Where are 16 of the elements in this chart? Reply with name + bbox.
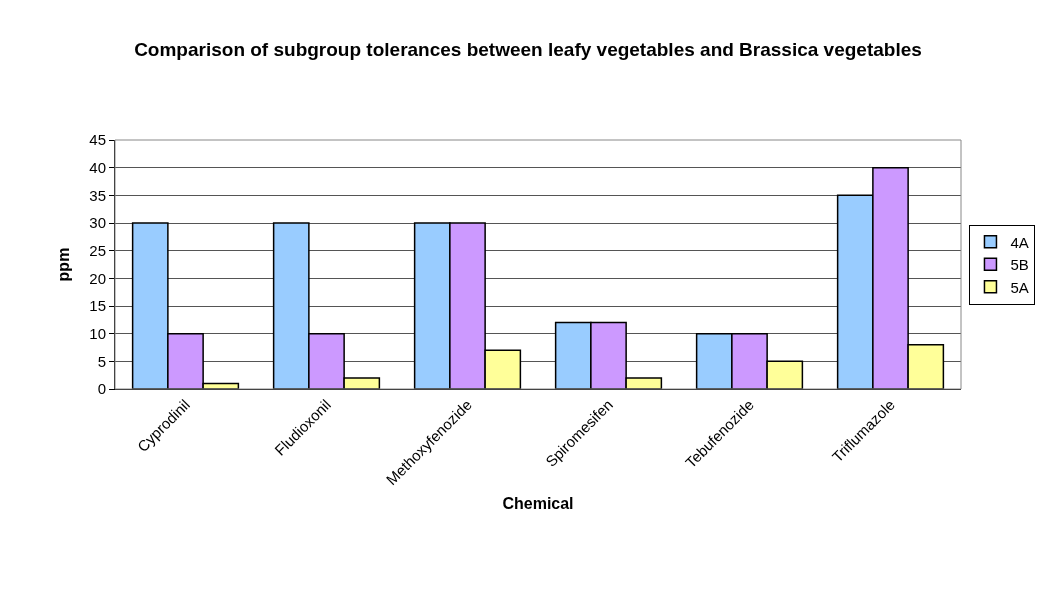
chart-title: Comparison of subgroup tolerances between leafy vegetables and Brassica vegetables xyxy=(134,38,922,60)
y-tick-label: 0 xyxy=(97,380,106,398)
y-tick-label: 15 xyxy=(89,297,106,315)
y-tick-label: 40 xyxy=(89,158,106,176)
y-tick-label: 20 xyxy=(89,269,106,287)
legend-label: 5B xyxy=(1010,256,1029,274)
y-tick-label: 35 xyxy=(89,186,106,204)
legend-label: 5A xyxy=(1010,278,1029,296)
y-tick-label: 45 xyxy=(89,131,106,149)
y-tick-label: 30 xyxy=(89,214,106,232)
x-axis-title: Chemical xyxy=(502,494,574,512)
y-tick-label: 10 xyxy=(89,324,106,342)
y-tick-label: 5 xyxy=(97,352,106,370)
legend-label: 4A xyxy=(1010,233,1029,251)
y-axis-title: ppm xyxy=(55,247,73,282)
y-tick-label: 25 xyxy=(89,241,106,259)
